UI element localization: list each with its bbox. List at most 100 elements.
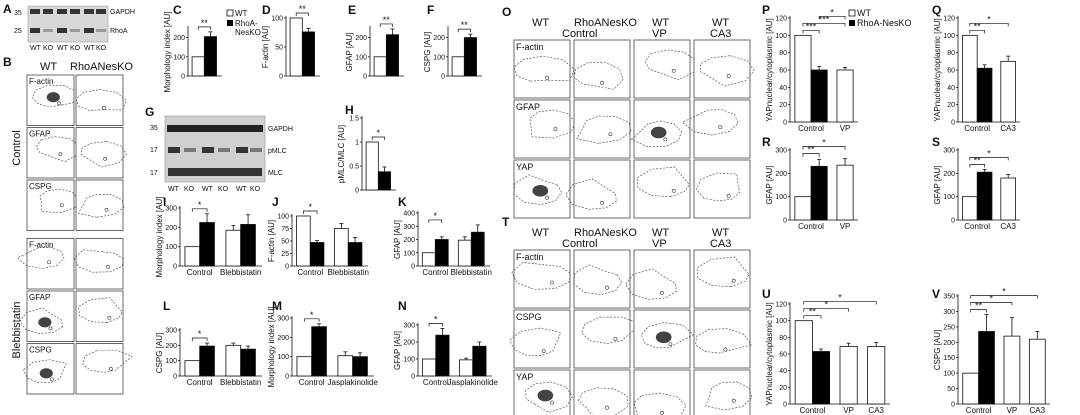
category-label: Control: [798, 124, 824, 133]
lane-label: WT: [168, 186, 180, 193]
cell-outline: [573, 61, 624, 90]
nucleus-marker: [107, 315, 112, 320]
cell-outline: [630, 120, 682, 148]
panel-label: M: [272, 299, 282, 313]
panel-label: R: [762, 135, 771, 149]
y-tick-label: 0: [279, 74, 283, 81]
y-axis-label: pMLC/MLC [AU]: [337, 125, 346, 183]
cell-outline: [695, 328, 752, 354]
nucleus-marker: [663, 137, 668, 142]
panel-label: H: [345, 103, 354, 117]
significance-bracket: [428, 219, 443, 223]
nucleus-marker: [605, 285, 609, 290]
legend-label-ko: RhoA- NesKO: [235, 19, 261, 37]
legend-p: WT RhoA-NesKO: [848, 8, 912, 28]
bar: [184, 246, 201, 267]
category-label: VP: [1007, 406, 1018, 415]
lane-label: KO: [70, 45, 81, 52]
y-tick-label: 100: [775, 194, 787, 201]
y-tick-label: 0: [951, 218, 955, 225]
panel-label: Q: [932, 3, 941, 17]
panel-label: N: [398, 299, 407, 313]
y-tick-label: 200: [775, 171, 787, 178]
legend-label-ko: RhoA-NesKO: [857, 18, 912, 28]
category-label: Control: [187, 268, 213, 277]
significance-bracket: [191, 337, 208, 342]
y-axis-label: CSPG [AU]: [933, 330, 942, 370]
y-tick-label: 50: [275, 45, 283, 52]
bar: [435, 334, 450, 377]
panel-label-o: O: [502, 5, 511, 19]
y-tick-label: 100: [165, 244, 177, 251]
band-label-pmlc: pMLC: [268, 148, 287, 155]
significance-label: *: [990, 294, 994, 304]
y-axis-label: Morphology index [AU]: [163, 12, 172, 93]
nucleus-marker: [553, 127, 558, 131]
significance-label: **: [201, 18, 209, 28]
blot-a-bands: [30, 9, 106, 33]
bar: [240, 224, 256, 267]
micrograph-tile: [693, 159, 751, 219]
significance-bracket: [802, 153, 820, 157]
lane-label: KO: [43, 45, 54, 52]
y-tick-label: 50: [947, 386, 955, 393]
nucleus-marker: [731, 398, 736, 403]
bar: [385, 34, 399, 77]
subcolumn-header: CA3: [710, 238, 731, 250]
cell-stain: [39, 368, 53, 379]
y-tick-label: 0: [441, 74, 445, 81]
panel-label: P: [762, 3, 770, 17]
nucleus-marker: [104, 207, 109, 212]
y-axis-label: Morphology index [AU]: [155, 197, 164, 278]
significance-label: *: [987, 148, 991, 158]
y-tick-label: 200: [277, 335, 289, 342]
bar: [199, 222, 215, 267]
column-header: WT: [532, 17, 549, 29]
category-label: VP: [840, 124, 851, 133]
micrograph-tile: [573, 249, 631, 309]
cell-outline: [75, 89, 127, 111]
micrograph-tile: [26, 343, 75, 395]
panel-label: V: [932, 287, 940, 301]
micrograph-grid-b: F-actin GFAP CSPG F-actin GFAP CSPG: [16, 74, 133, 395]
bar: [867, 346, 886, 405]
panel-label: J: [272, 195, 279, 209]
category-label: Control: [299, 378, 325, 387]
significance-bracket: [428, 323, 443, 327]
y-tick-label: 200: [943, 171, 955, 178]
micrograph-tile: [75, 74, 124, 126]
y-tick-label: 0: [173, 374, 177, 381]
y-tick-label: 100: [433, 54, 445, 61]
bar: [373, 56, 387, 77]
micrograph-tile: [633, 39, 691, 99]
cell-outline: [565, 178, 617, 210]
panel-label: K: [398, 195, 407, 209]
row-label: CSPG: [29, 346, 52, 355]
blot-g-bands: [167, 125, 263, 176]
cell-outline: [573, 264, 623, 295]
bar: [839, 346, 858, 405]
column-headers-o: WT RhoANesKO WT WT Control VP CA3: [532, 17, 731, 40]
panel-label: S: [932, 135, 940, 149]
bar: [434, 239, 449, 267]
y-tick-label: 200: [355, 35, 367, 42]
row-label: GFAP: [516, 102, 540, 112]
significance-label: *: [434, 211, 438, 221]
cell-outline: [681, 109, 739, 136]
y-tick-label: 100: [775, 318, 787, 325]
legend-label-ko-part: NesKO: [235, 28, 261, 37]
significance-bracket: [970, 302, 1013, 306]
lane-label: WT: [30, 45, 42, 52]
bar: [301, 31, 315, 77]
y-tick-label: 100: [403, 250, 415, 257]
cell-outline: [581, 316, 642, 344]
nucleus-marker: [726, 194, 731, 198]
significance-bracket: [803, 301, 877, 305]
column-headers-t: WT RhoANesKO WT WT Control VP CA3: [532, 227, 731, 250]
